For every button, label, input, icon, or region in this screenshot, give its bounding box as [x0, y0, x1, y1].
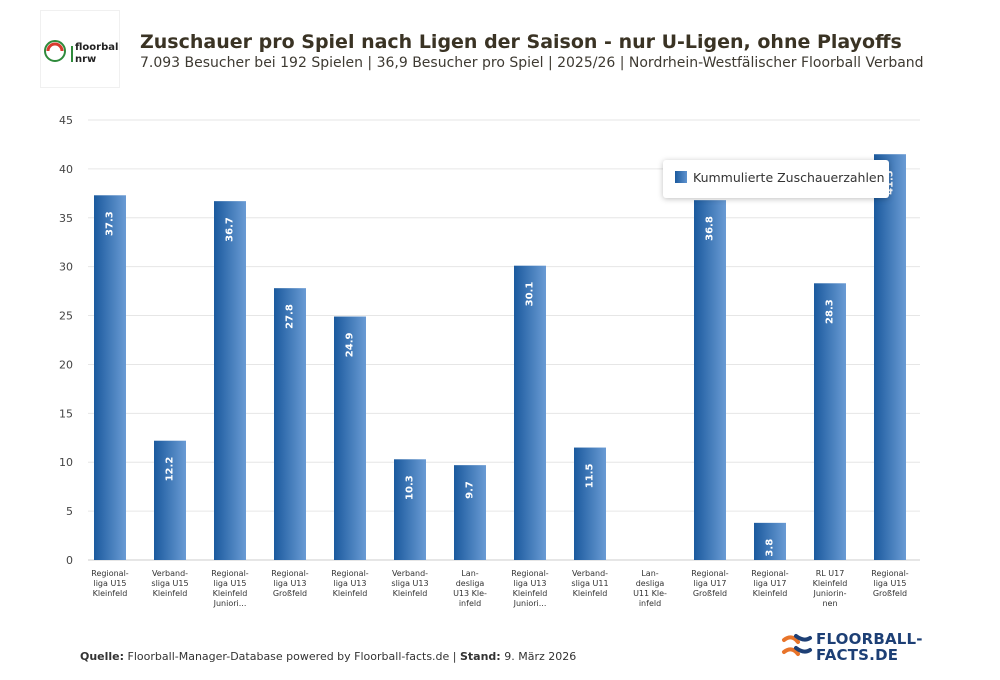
bar-value-label: 30.1	[525, 282, 536, 307]
data-labels: 37.3 12.2 36.7 27.8 24.9 10.3 9.7 30.1 11.5 36.8 3…	[105, 170, 896, 556]
source-text: Floorball-Manager-Database powered by Fl…	[127, 650, 460, 663]
bar-value-label: 27.8	[285, 304, 296, 329]
x-category-label: Regional-liga U13 Großfeld	[271, 569, 309, 598]
x-category-label: Regional-liga U17 Großfeld	[691, 569, 729, 598]
y-axis-ticks: 0 5 10 15 20 25 30 35 40 45	[59, 114, 73, 567]
brand-line-1: FLOORBALL-	[816, 630, 923, 648]
x-category-label: Regional-liga U13 Kleinfeld Juniori...	[511, 569, 549, 608]
source-footnote: Quelle: Floorball-Manager-Database power…	[80, 650, 576, 663]
bar[interactable]	[874, 154, 906, 560]
y-tick-label: 40	[59, 163, 73, 176]
chart-title: Zuschauer pro Spiel nach Ligen der Saiso…	[140, 31, 902, 53]
bar-value-label: 3.8	[765, 539, 776, 557]
bar[interactable]	[754, 522, 786, 560]
chart-legend[interactable]: Kummulierte Zuschauerzahlen	[663, 160, 889, 198]
bar-value-label: 28.3	[825, 299, 836, 324]
x-category-label: Regional-liga U15 Kleinfeld Juniori...	[211, 569, 249, 608]
brand-line-2: FACTS.DE	[816, 646, 899, 664]
x-category-label: Regional-liga U15 Kleinfeld	[91, 569, 129, 598]
logo-text-nrw: nrw	[75, 54, 96, 65]
bar[interactable]	[334, 316, 366, 560]
bar-value-label: 41.5	[885, 170, 896, 195]
y-tick-label: 0	[66, 554, 73, 567]
source-label: Quelle:	[80, 650, 125, 663]
date-text: 9. März 2026	[504, 650, 577, 663]
bar[interactable]	[394, 459, 426, 560]
bar-value-label: 24.9	[345, 333, 356, 358]
x-category-label: Regional-liga U13 Kleinfeld	[331, 569, 369, 598]
bar[interactable]	[214, 201, 246, 560]
y-tick-label: 20	[59, 358, 73, 371]
x-category-label: Lan-desliga U13 Kle-infeld	[453, 569, 487, 608]
x-axis-categories: Regional-liga U15 Kleinfeld Verband-sliga …	[91, 569, 909, 608]
x-category-label: Lan-desliga U11 Kle-infeld	[633, 569, 667, 608]
bar-value-label: 36.8	[705, 216, 716, 241]
chart-subtitle: 7.093 Besucher bei 192 Spielen | 36,9 Be…	[140, 55, 924, 71]
y-tick-label: 5	[66, 505, 73, 518]
bar-value-label: 36.7	[225, 217, 236, 242]
floorball-nrw-emblem-icon: floorball nrw	[44, 40, 122, 65]
legend-label: Kummulierte Zuschauerzahlen	[693, 170, 885, 185]
logo-text-floorball: floorball	[75, 42, 119, 53]
x-category-label: RL U17 Kleinfeld Juniorin-nen	[812, 569, 847, 608]
x-category-label: Regional-liga U17 Kleinfeld	[751, 569, 789, 598]
x-category-label: Regional-liga U15 Großfeld	[871, 569, 909, 598]
floorball-facts-wordmark: FLOORBALL- FACTS.DE	[816, 631, 923, 663]
bar[interactable]	[454, 465, 486, 560]
bar[interactable]	[274, 288, 306, 560]
bar[interactable]	[94, 195, 126, 561]
bar[interactable]	[574, 447, 606, 560]
floorball-facts-logo[interactable]: FLOORBALL- FACTS.DE	[780, 630, 923, 664]
y-tick-label: 10	[59, 456, 73, 469]
x-category-label: Verband-sliga U11 Kleinfeld	[571, 569, 608, 598]
bar-value-label: 11.5	[585, 464, 596, 489]
bar-value-label: 10.3	[405, 475, 416, 500]
y-tick-label: 30	[59, 261, 73, 274]
bar-value-label: 37.3	[105, 211, 116, 236]
bars	[94, 154, 906, 561]
bar[interactable]	[154, 440, 186, 560]
y-tick-label: 25	[59, 310, 73, 323]
floorball-nrw-logo: floorball nrw	[40, 10, 122, 88]
bar[interactable]	[814, 283, 846, 560]
x-category-label: Verband-sliga U13 Kleinfeld	[391, 569, 428, 598]
legend-swatch	[675, 171, 687, 183]
y-tick-label: 45	[59, 114, 73, 127]
date-label: Stand:	[460, 650, 501, 663]
bar[interactable]	[694, 200, 726, 560]
y-tick-label: 35	[59, 212, 73, 225]
floorball-facts-emblem-icon	[782, 634, 812, 656]
bar-value-label: 12.2	[165, 457, 176, 482]
x-category-label: Verband-sliga U15 Kleinfeld	[151, 569, 188, 598]
y-tick-label: 15	[59, 407, 73, 420]
bar[interactable]	[514, 265, 546, 560]
bar-value-label: 9.7	[465, 481, 476, 499]
